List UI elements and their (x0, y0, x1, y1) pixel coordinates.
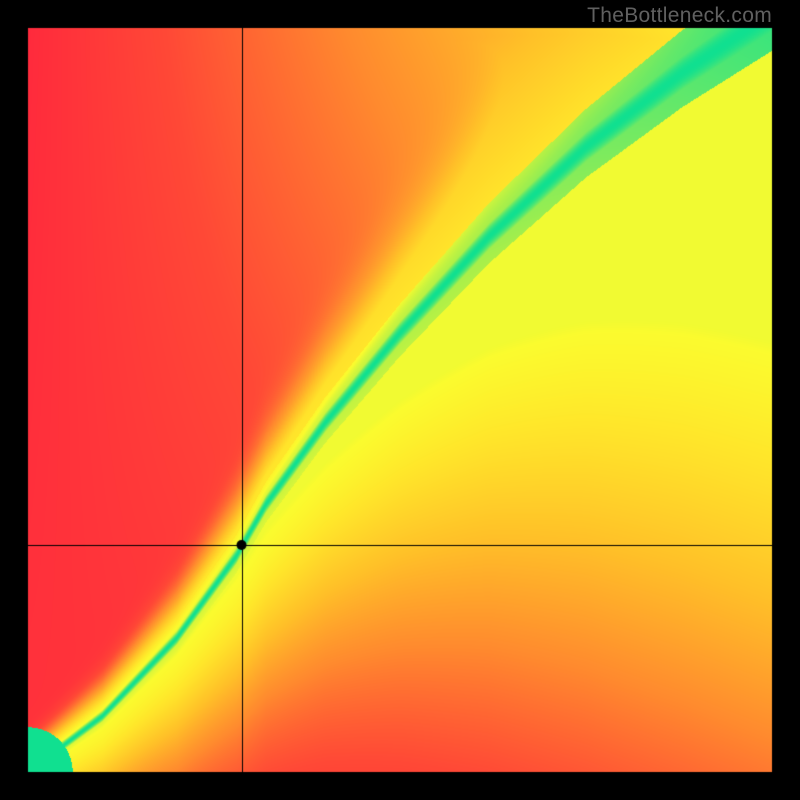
bottleneck-heatmap (0, 0, 800, 800)
watermark-text: TheBottleneck.com (587, 4, 772, 28)
